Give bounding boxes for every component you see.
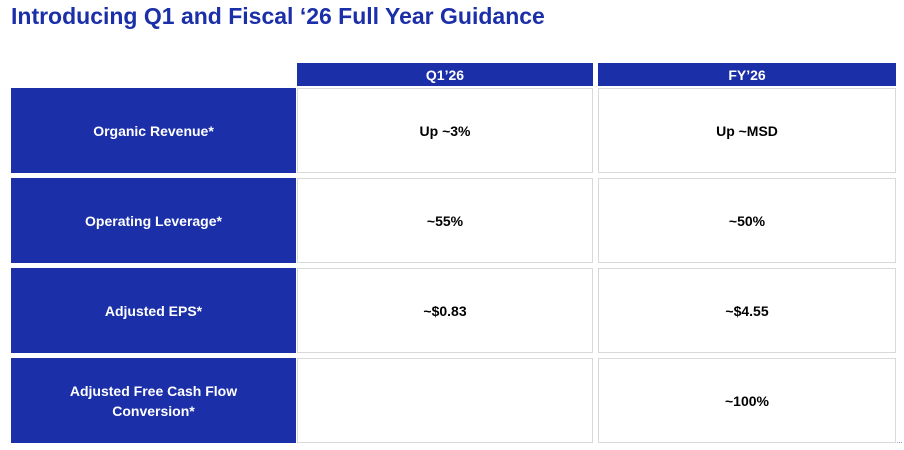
cell-q1-adjusted-eps: ~$0.83 xyxy=(297,268,593,353)
cell-fy-adjusted-eps: ~$4.55 xyxy=(598,268,896,353)
column-header-fy: FY’26 xyxy=(598,63,896,86)
cell-fy-operating-leverage: ~50% xyxy=(598,178,896,263)
row-label-adjusted-fcf-conversion: Adjusted Free Cash Flow Conversion* xyxy=(11,358,296,443)
row-label-organic-revenue: Organic Revenue* xyxy=(11,88,296,173)
cell-q1-adjusted-fcf-conversion xyxy=(297,358,593,443)
cell-q1-organic-revenue: Up ~3% xyxy=(297,88,593,173)
cell-fy-organic-revenue: Up ~MSD xyxy=(598,88,896,173)
slide-title: Introducing Q1 and Fiscal ‘26 Full Year … xyxy=(11,3,545,29)
cell-fy-adjusted-fcf-conversion: ~100% xyxy=(598,358,896,443)
column-header-q1: Q1’26 xyxy=(297,63,593,86)
cell-q1-operating-leverage: ~55% xyxy=(297,178,593,263)
row-label-adjusted-eps: Adjusted EPS* xyxy=(11,268,296,353)
corner-mark xyxy=(897,442,902,446)
row-label-operating-leverage: Operating Leverage* xyxy=(11,178,296,263)
